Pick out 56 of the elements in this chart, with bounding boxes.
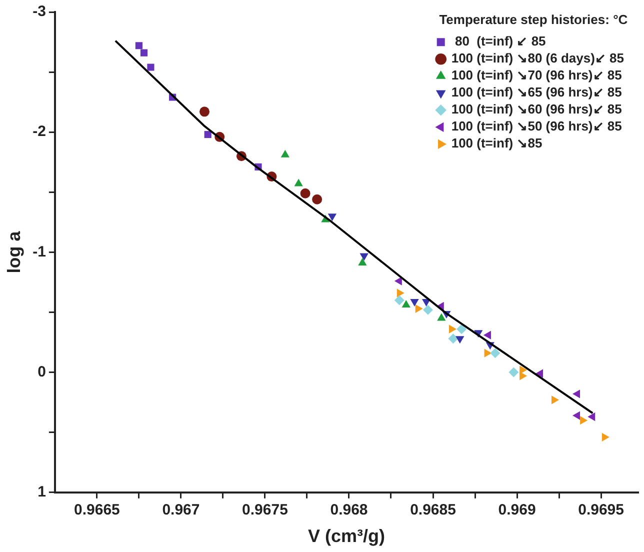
point	[551, 396, 559, 404]
point	[456, 336, 464, 344]
point	[312, 194, 322, 204]
point	[360, 253, 368, 261]
point	[415, 304, 423, 313]
x-tick-label: 0.969	[498, 502, 536, 519]
y-tick-label: 1	[38, 484, 46, 501]
x-tick-label: 0.968	[330, 502, 368, 519]
point	[280, 150, 290, 158]
legend-label: 100 (t=inf) ↘85	[451, 136, 542, 151]
point	[294, 178, 303, 186]
point	[572, 411, 580, 420]
point	[437, 313, 446, 321]
point	[300, 188, 310, 198]
point	[140, 49, 148, 56]
legend-title: Temperature step histories: °C	[439, 12, 628, 28]
legend-label: 80 (t=inf) ↙ 85	[451, 34, 546, 49]
x-tick-label: 0.9675	[242, 502, 288, 519]
x-axis-title: V (cm³/g)	[308, 526, 385, 546]
point	[456, 324, 467, 334]
legend-label: 100 (t=inf) ↘70 (96 hrs)↙ 85	[451, 68, 622, 83]
point	[508, 367, 519, 378]
legend-label: 100 (t=inf) ↘50 (96 hrs)↙ 85	[451, 118, 622, 134]
y-axis-title: log a	[4, 230, 24, 274]
point	[396, 288, 404, 298]
legend-label: 100 (t=inf) ↘80 (6 days)↙ 85	[451, 50, 624, 66]
point	[448, 324, 456, 334]
point	[135, 42, 142, 50]
y-tick-label: -3	[32, 3, 46, 20]
x-tick-label: 0.9685	[410, 502, 456, 519]
point	[328, 214, 337, 222]
x-tick-label: 0.967	[162, 502, 200, 519]
x-tick-label: 0.9695	[578, 502, 624, 519]
point	[588, 412, 596, 422]
legend-label: 100 (t=inf) ↘65 (96 hrs)↙ 85	[451, 84, 622, 100]
point	[422, 304, 433, 315]
point	[602, 432, 610, 442]
point	[358, 258, 367, 266]
point	[572, 390, 580, 398]
x-tick-label: 0.9665	[74, 502, 120, 519]
point	[520, 372, 528, 380]
legend-label: 100 (t=inf) ↘60 (96 hrs)↙ 85	[451, 102, 622, 117]
y-tick-label: -2	[32, 123, 46, 140]
point	[410, 298, 419, 306]
y-tick-label: 0	[38, 363, 46, 380]
point	[204, 130, 212, 138]
point	[394, 295, 404, 306]
point	[580, 416, 588, 425]
point	[484, 348, 492, 358]
point	[402, 300, 410, 308]
point	[490, 348, 500, 358]
point	[448, 334, 458, 344]
y-tick-label: -1	[32, 243, 46, 260]
point	[199, 106, 210, 117]
point	[147, 64, 154, 71]
point	[536, 369, 544, 378]
